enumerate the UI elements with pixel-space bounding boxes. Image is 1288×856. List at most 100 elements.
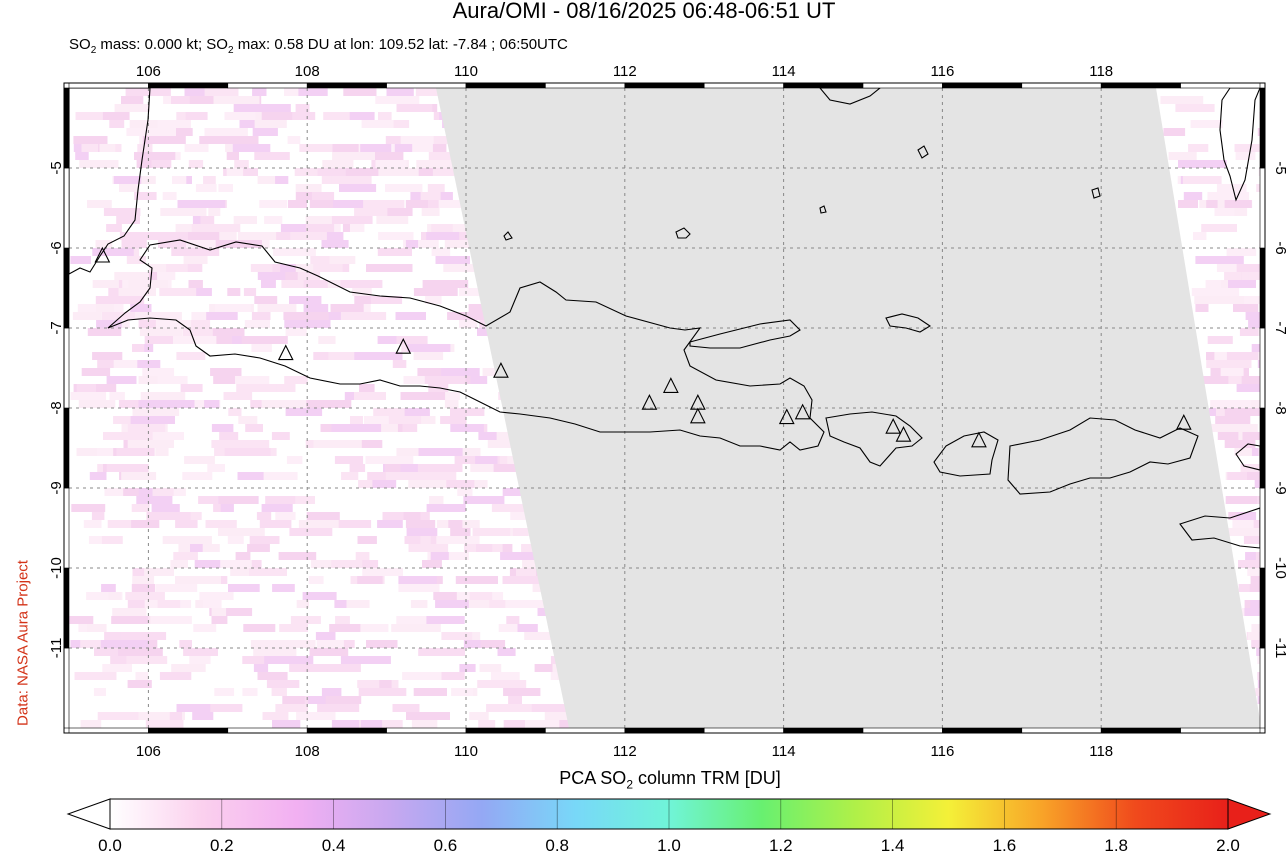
frame-segment-bottom	[625, 728, 704, 733]
lon-tick-label-top: 116	[930, 63, 954, 80]
lon-tick-label-top: 106	[136, 63, 161, 80]
frame-segment-bottom	[784, 728, 863, 733]
so2-pixel	[160, 512, 191, 520]
so2-pixel	[409, 544, 449, 552]
so2-pixel	[227, 288, 240, 296]
so2-pixel	[94, 448, 114, 456]
so2-pixel	[1237, 512, 1256, 520]
so2-pixel	[192, 224, 241, 232]
frame-segment-right	[1260, 328, 1265, 408]
so2-pixel	[1184, 192, 1202, 200]
so2-pixel	[115, 104, 150, 112]
so2-pixel	[215, 304, 251, 312]
so2-pixel	[470, 592, 493, 600]
so2-pixel	[328, 352, 354, 360]
frame-segment-top	[148, 83, 227, 88]
so2-pixel	[1227, 248, 1257, 256]
so2-pixel	[228, 536, 244, 544]
so2-pixel	[228, 584, 260, 592]
so2-pixel	[435, 600, 469, 608]
so2-pixel	[309, 576, 324, 584]
so2-pixel	[128, 440, 174, 448]
so2-pixel	[245, 320, 270, 328]
so2-pixel	[398, 576, 436, 584]
so2-pixel	[132, 344, 144, 352]
so2-pixel	[156, 232, 188, 240]
so2-pixel	[518, 624, 538, 632]
so2-pixel	[126, 656, 167, 664]
so2-pixel	[107, 376, 137, 384]
so2-pixel	[163, 192, 177, 200]
so2-pixel	[422, 560, 442, 568]
so2-pixel	[238, 416, 257, 424]
so2-pixel	[212, 424, 234, 432]
so2-pixel	[285, 272, 297, 280]
so2-pixel	[478, 720, 495, 728]
so2-pixel	[1183, 176, 1222, 184]
so2-pixel	[1206, 360, 1251, 368]
so2-pixel	[266, 640, 316, 648]
so2-pixel	[155, 448, 168, 456]
so2-pixel	[100, 144, 116, 152]
so2-pixel	[220, 560, 252, 568]
so2-pixel	[181, 384, 203, 392]
so2-pixel	[396, 616, 431, 624]
so2-pixel	[469, 712, 489, 720]
so2-pixel	[361, 720, 382, 728]
so2-pixel	[317, 640, 344, 648]
so2-pixel	[132, 576, 154, 584]
so2-pixel	[436, 256, 471, 264]
so2-pixel	[227, 168, 243, 176]
so2-pixel	[317, 704, 359, 712]
so2-pixel	[234, 104, 272, 112]
so2-pixel	[406, 520, 435, 528]
so2-pixel	[103, 432, 153, 440]
so2-pixel	[234, 160, 249, 168]
so2-pixel	[132, 584, 155, 592]
frame-segment-right	[1260, 248, 1265, 328]
so2-pixel	[224, 392, 247, 400]
so2-pixel	[254, 152, 289, 160]
so2-pixel	[164, 536, 180, 544]
so2-pixel	[206, 312, 238, 320]
so2-pixel	[88, 328, 122, 336]
so2-pixel	[310, 648, 349, 656]
so2-pixel	[1225, 200, 1252, 208]
so2-pixel	[264, 216, 282, 224]
so2-pixel	[316, 632, 336, 640]
so2-pixel	[200, 216, 214, 224]
frame-segment-top	[704, 83, 783, 88]
so2-pixel	[262, 112, 293, 120]
colorbar-title: PCA SO2 column TRM [DU]	[0, 768, 1288, 792]
so2-pixel	[260, 520, 292, 528]
so2-pixel	[92, 352, 122, 360]
so2-pixel	[1235, 144, 1272, 152]
so2-pixel	[203, 600, 221, 608]
so2-pixel	[189, 160, 203, 168]
lat-tick-label-right: -5	[1272, 161, 1288, 174]
so2-pixel	[421, 192, 441, 200]
so2-pixel	[476, 544, 492, 552]
so2-pixel	[418, 464, 463, 472]
so2-pixel	[73, 136, 107, 144]
so2-pixel	[116, 448, 154, 456]
so2-pixel	[258, 176, 276, 184]
so2-pixel	[299, 520, 339, 528]
so2-pixel	[77, 384, 96, 392]
so2-pixel	[291, 616, 321, 624]
so2-pixel	[196, 184, 217, 192]
so2-pixel	[341, 656, 391, 664]
so2-pixel	[486, 704, 532, 712]
so2-pixel	[110, 392, 125, 400]
so2-pixel	[428, 184, 445, 192]
so2-pixel	[1236, 152, 1256, 160]
frame-segment-bottom	[307, 728, 386, 733]
so2-pixel	[283, 312, 328, 320]
so2-pixel	[475, 456, 497, 464]
so2-pixel	[1244, 536, 1260, 544]
so2-pixel	[186, 112, 208, 120]
so2-pixel	[254, 336, 288, 344]
so2-pixel	[288, 136, 301, 144]
so2-pixel	[1191, 120, 1223, 128]
so2-pixel	[119, 400, 140, 408]
